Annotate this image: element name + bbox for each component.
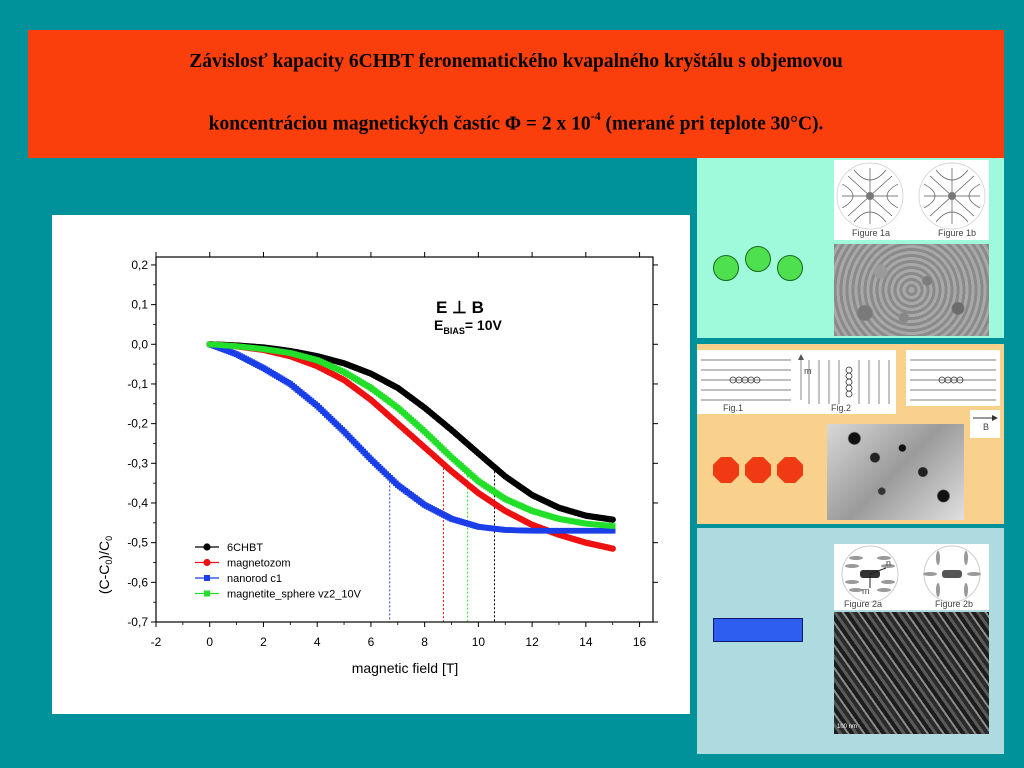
title-line-2: koncentráciou magnetických častíc Φ = 2 … [28,109,1004,136]
m-vector-label-2: m [862,586,870,596]
annotation-ebias: EBIAS= 10V [434,317,502,336]
b-field-arrow: B [970,410,1000,438]
y-tick-label: -0,7 [127,615,148,629]
figure-1-field-lines: Figure 1a Figure 1b [834,160,989,240]
x-tick-label: 12 [525,635,539,649]
red-octagon-2 [745,457,771,483]
title-line-2-text: koncentráciou magnetických častíc Φ = 2 … [208,113,591,135]
blue-rectangle [713,618,803,642]
data-point [609,545,616,552]
nanorod-micrograph: 100 nm [834,612,989,734]
legend-marker [204,590,210,597]
x-tick-label: 16 [633,635,647,649]
fig-2-caption: Fig.2 [831,403,852,413]
n-vector-label: n [886,558,892,568]
figure-chain-drawings: Fig.1 Fig.2 m [697,350,896,414]
legend-label: magnetite_sphere vz2_10V [227,589,362,601]
x-tick-label: 2 [260,635,267,649]
legend-label: magnetozom [227,558,291,570]
sphere-particle-panel: Figure 1a Figure 1b [697,158,1004,338]
title-exponent: -4 [590,109,601,123]
plot-frame [155,256,654,623]
y-axis-label: (C-C0)/C0 [96,536,114,594]
chart-legend: 6CHBT magnetozom nanorod c1 magnetite_spher… [195,542,362,601]
red-octagon-3 [777,457,803,483]
data-point [609,516,616,523]
m-vector-label: m [804,366,812,376]
y-tick-label: -0,6 [127,575,148,589]
figure-2a-caption: Figure 2a [844,599,883,609]
magnetosome-panel: Fig.1 Fig.2 m B [697,344,1004,524]
figure-1b-caption: Figure 1b [938,228,977,238]
magnetosome-micrograph [827,424,964,520]
micrograph-scale-label: 100 nm [837,724,858,730]
title-banner: Závislosť kapacity 6CHBT feronematického… [28,30,1004,158]
y-tick-label: -0,3 [127,456,148,470]
y-tick-label: -0,2 [127,417,148,431]
annotation-bias-value: = 10V [465,317,503,333]
legend-label: nanorod c1 [227,573,282,585]
b-field-label: B [983,422,990,432]
x-tick-label: -2 [151,635,162,649]
chart-panel: -2 0 2 4 6 8 10 12 14 16 0,2 0,1 0,0 -0,1 -0,2 -0,3 -0,4… [52,215,690,714]
annotation-bias-subscript: BIAS [443,326,465,336]
x-axis-label: magnetic field [T] [352,660,459,676]
title-line-2-end: (merané pri teplote 30°C). [600,113,824,135]
annotation-e-perp-b: E ⊥ B [436,298,484,317]
nanorod-orientation-drawings [841,545,981,603]
legend-marker [204,575,210,581]
y-tick-label: -0,5 [127,536,148,550]
y-tick-label: -0,1 [127,377,148,391]
chain-alignment-drawings [701,354,890,404]
y-tick-label: 0,1 [131,298,148,312]
figure-1a-caption: Figure 1a [852,228,891,238]
sphere-micrograph [834,244,989,336]
figure-2-drawings: Figure 2a Figure 2b n m [834,544,989,610]
nanorod-panel: Figure 2a Figure 2b n m 100 nm [697,528,1004,754]
y-tick-label: -0,4 [127,496,148,510]
y-tick-label: 0,2 [131,258,148,272]
legend-label: 6CHBT [227,542,263,554]
x-tick-label: 6 [368,635,375,649]
capacitance-chart: -2 0 2 4 6 8 10 12 14 16 0,2 0,1 0,0 -0,1 -0,2 -0,3 -0,4… [96,252,658,676]
title-line-1: Závislosť kapacity 6CHBT feronematického… [189,51,843,72]
green-circle-3 [777,255,803,281]
x-tick-label: 0 [206,635,213,649]
x-tick-label: 4 [314,635,321,649]
x-tick-label: 8 [421,635,428,649]
green-circle-1 [713,255,739,281]
series-nanorod-c1 [206,341,616,534]
data-point [609,523,616,529]
figure-2b-caption: Figure 2b [935,599,974,609]
dipole-field-drawings [836,162,986,230]
series-magnetite-sphere-vz2-10v [206,341,616,529]
figure-chain-parallel [906,350,1000,406]
y-tick-label: 0,0 [131,337,148,351]
green-circle-2 [745,246,771,272]
data-point [609,527,616,534]
chain-parallel-drawing [910,359,996,401]
x-tick-label: 14 [579,635,593,649]
legend-marker [203,543,211,551]
legend-marker [203,558,211,567]
x-tick-label: 10 [472,635,486,649]
red-octagon-1 [713,457,739,483]
fig-1-caption: Fig.1 [723,403,744,413]
